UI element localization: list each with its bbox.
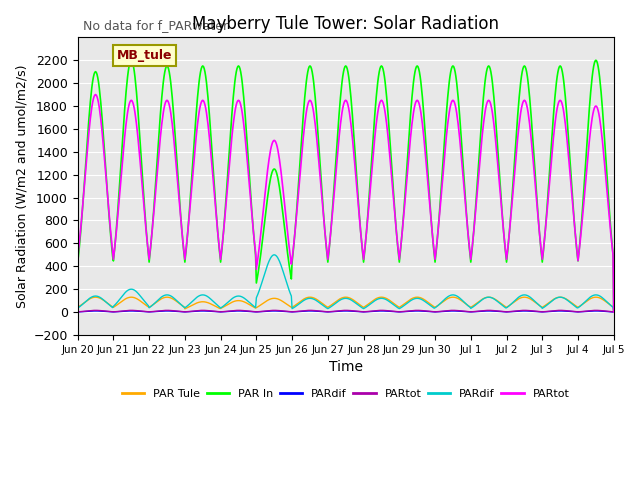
Title: Mayberry Tule Tower: Solar Radiation: Mayberry Tule Tower: Solar Radiation (192, 15, 499, 33)
Text: MB_tule: MB_tule (117, 49, 172, 62)
Text: No data for f_PARwater: No data for f_PARwater (83, 20, 228, 33)
X-axis label: Time: Time (329, 360, 363, 374)
Legend: PAR Tule, PAR In, PARdif, PARtot, PARdif, PARtot: PAR Tule, PAR In, PARdif, PARtot, PARdif… (118, 385, 574, 404)
Y-axis label: Solar Radiation (W/m2 and umol/m2/s): Solar Radiation (W/m2 and umol/m2/s) (15, 64, 28, 308)
